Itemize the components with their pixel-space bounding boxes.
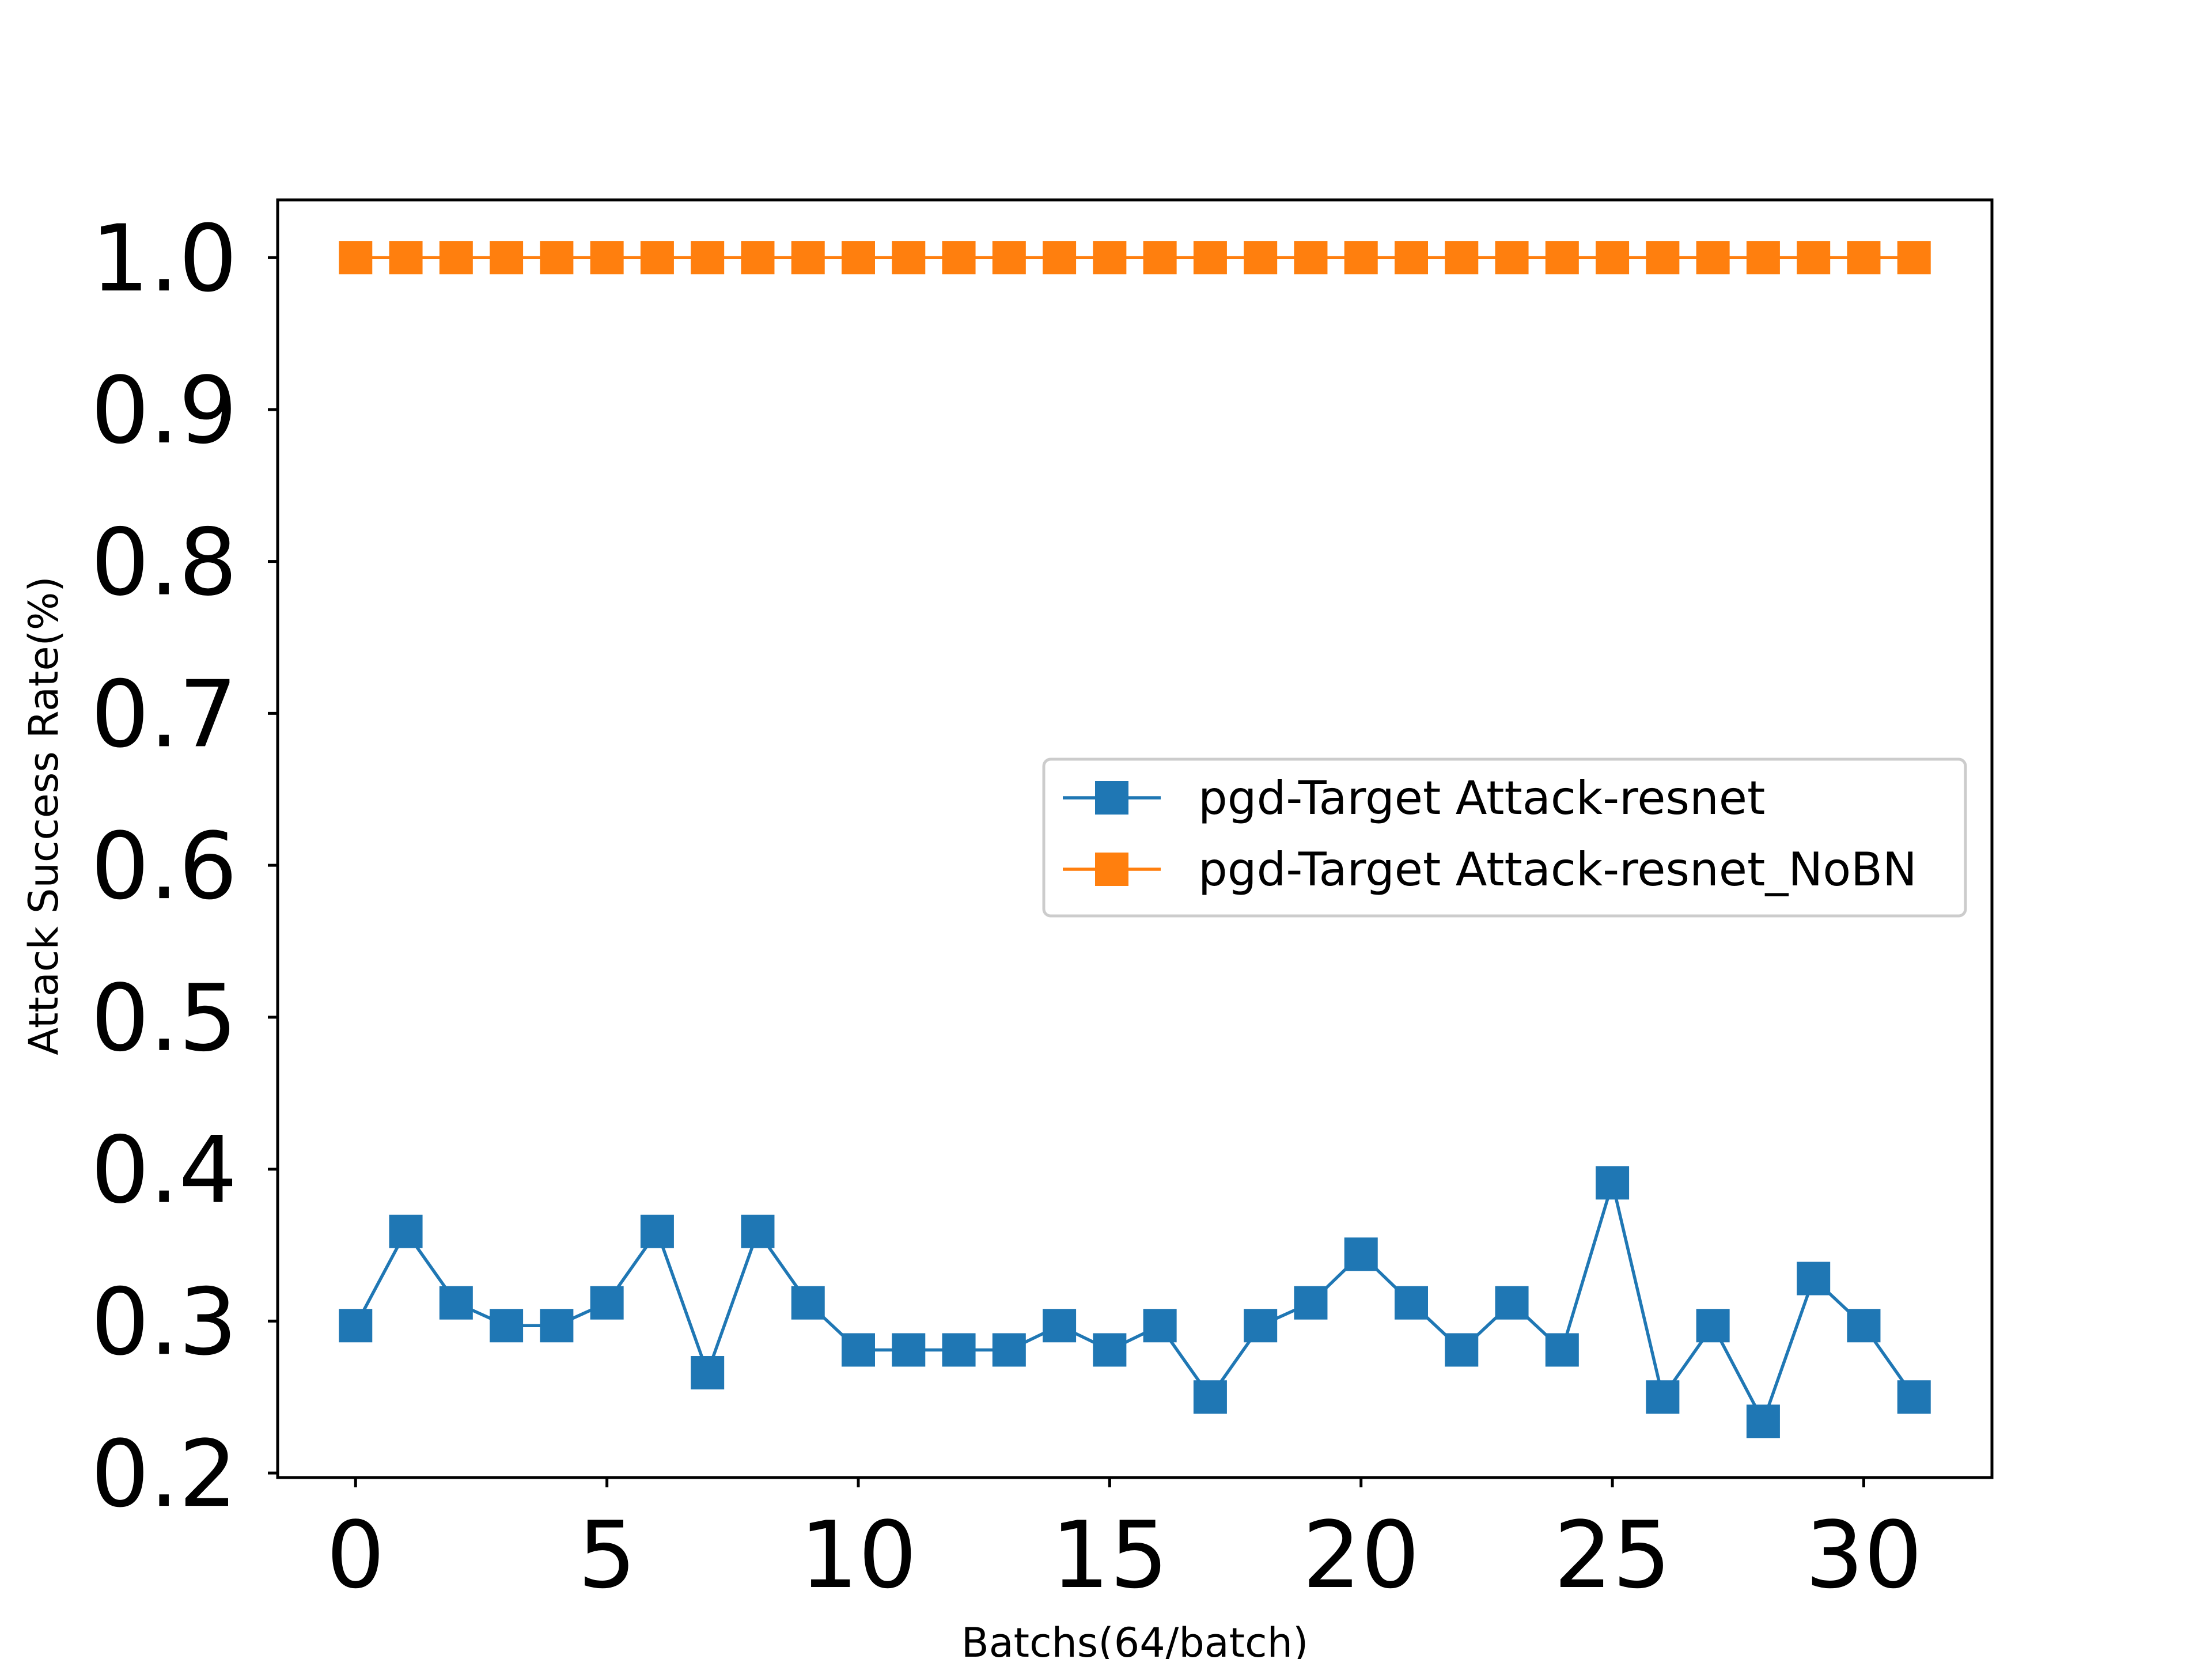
data-point [590, 1286, 624, 1320]
data-point [1495, 241, 1529, 275]
data-point [1344, 241, 1378, 275]
y-tick-label: 0.6 [91, 812, 237, 920]
data-point [1193, 241, 1227, 275]
data-point [791, 1286, 825, 1320]
x-axis-label: Batchs(64/batch) [961, 1619, 1309, 1659]
x-axis-ticks: 0 5 10 15 20 25 30 [326, 1478, 1922, 1609]
data-point [1043, 1309, 1077, 1343]
y-tick-label: 0.3 [91, 1268, 237, 1376]
series-1 [339, 241, 1931, 275]
data-point [1244, 241, 1278, 275]
data-point [1294, 241, 1328, 275]
legend-marker [1095, 781, 1128, 815]
data-point [1445, 241, 1479, 275]
data-point [741, 1214, 775, 1248]
data-point [942, 241, 976, 275]
data-point [1646, 1380, 1680, 1414]
data-point [942, 1333, 976, 1367]
data-point [439, 1286, 473, 1320]
data-point [1043, 241, 1077, 275]
legend-items: pgd-Target Attack-resnet pgd-Target Attac… [1063, 771, 1917, 896]
series-layer [339, 241, 1931, 1438]
plot-frame [276, 198, 1994, 1479]
data-point [1746, 241, 1780, 275]
data-point [339, 1309, 373, 1343]
legend-marker [1095, 853, 1128, 886]
legend-item: pgd-Target Attack-resnet [1063, 771, 1765, 825]
data-point [439, 241, 473, 275]
y-tick-label: 0.4 [91, 1116, 237, 1224]
x-tick-label: 5 [578, 1501, 637, 1609]
data-point [1696, 241, 1730, 275]
data-point [540, 241, 574, 275]
legend-label: pgd-Target Attack-resnet [1198, 771, 1765, 825]
y-tick-label: 0.9 [91, 357, 237, 464]
data-point [791, 241, 825, 275]
data-point [892, 1333, 926, 1367]
data-point [1847, 241, 1881, 275]
data-point [1395, 241, 1428, 275]
data-point [590, 241, 624, 275]
legend: pgd-Target Attack-resnet pgd-Target Attac… [1042, 757, 1967, 918]
data-point [490, 1309, 524, 1343]
data-point [1445, 1333, 1479, 1367]
data-point [1193, 1380, 1227, 1414]
data-point [1847, 1309, 1881, 1343]
data-point [892, 241, 926, 275]
data-point [1746, 1404, 1780, 1438]
x-tick-label: 15 [1051, 1501, 1169, 1609]
data-point [640, 1214, 674, 1248]
data-point [1545, 241, 1579, 275]
data-point [691, 1356, 725, 1390]
data-point [992, 241, 1026, 275]
data-point [741, 241, 775, 275]
data-point [389, 1214, 423, 1248]
y-axis-ticks: 0.2 0.3 0.4 0.5 0.6 0.7 0.8 0.9 1.0 [91, 204, 278, 1528]
data-point [1797, 241, 1831, 275]
y-axis-label: Attack Success Rate(%) [20, 576, 67, 1055]
legend-label: pgd-Target Attack-resnet_NoBN [1198, 843, 1917, 896]
legend-box [1042, 757, 1967, 918]
series-line [354, 1181, 1915, 1423]
x-tick-label: 25 [1554, 1501, 1671, 1609]
data-point [1897, 241, 1931, 275]
data-point [1244, 1309, 1278, 1343]
data-point [1294, 1286, 1328, 1320]
data-point [1143, 241, 1177, 275]
data-point [1897, 1380, 1931, 1414]
y-tick-label: 0.7 [91, 660, 237, 768]
data-point [1545, 1333, 1579, 1367]
y-tick-label: 0.5 [91, 964, 237, 1072]
legend-item: pgd-Target Attack-resnet_NoBN [1063, 843, 1917, 896]
x-tick-label: 0 [326, 1501, 385, 1609]
data-point [1797, 1262, 1831, 1296]
data-point [540, 1309, 574, 1343]
data-point [1495, 1286, 1529, 1320]
y-tick-label: 0.8 [91, 509, 237, 616]
data-point [640, 241, 674, 275]
y-tick-label: 1.0 [91, 204, 237, 312]
data-point [339, 241, 373, 275]
x-tick-label: 10 [800, 1501, 917, 1609]
data-point [1143, 1309, 1177, 1343]
data-point [1646, 241, 1680, 275]
data-point [389, 241, 423, 275]
series-0 [339, 1166, 1931, 1438]
data-point [691, 241, 725, 275]
data-point [1596, 1166, 1630, 1200]
data-point [992, 1333, 1026, 1367]
data-point [1696, 1309, 1730, 1343]
x-tick-label: 30 [1805, 1501, 1923, 1609]
data-point [842, 241, 875, 275]
x-tick-label: 20 [1302, 1501, 1420, 1609]
data-point [1395, 1286, 1428, 1320]
data-point [1093, 1333, 1127, 1367]
data-point [1344, 1237, 1378, 1271]
y-tick-label: 0.2 [91, 1420, 237, 1528]
data-point [490, 241, 524, 275]
data-point [1596, 241, 1630, 275]
data-point [1093, 241, 1127, 275]
data-point [842, 1333, 875, 1367]
